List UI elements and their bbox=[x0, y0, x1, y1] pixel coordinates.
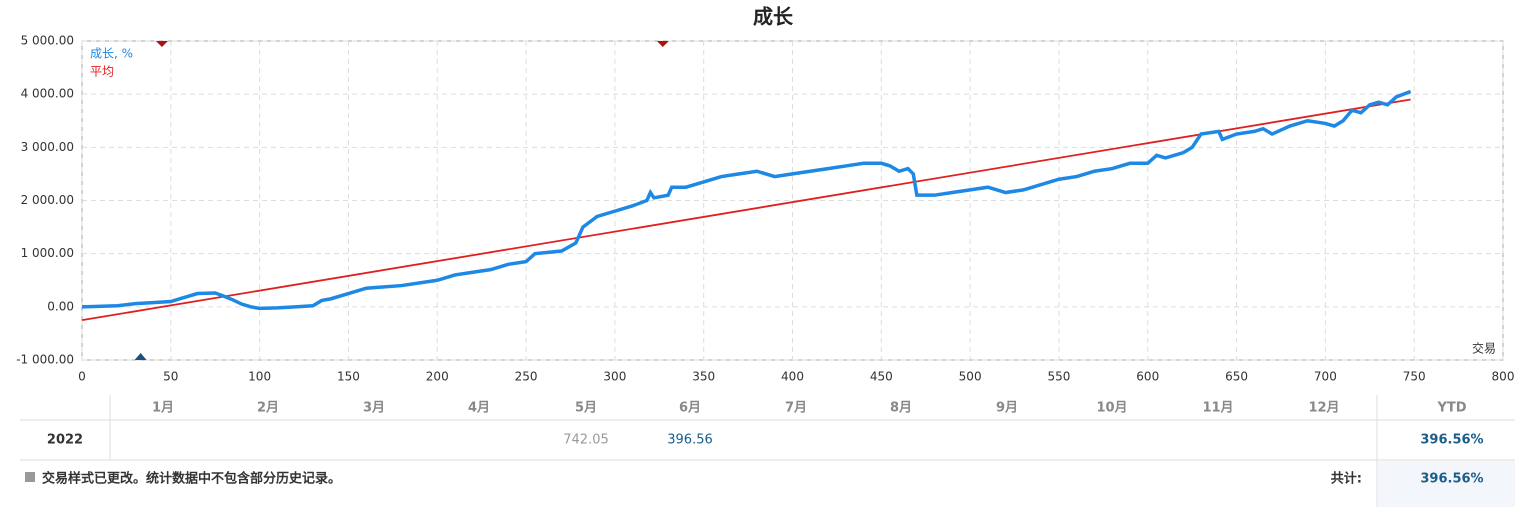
row-year: 2022 bbox=[47, 433, 83, 448]
series-line bbox=[81, 98, 1411, 322]
x-tick-label: 350 bbox=[692, 370, 715, 384]
table-header: 11月 bbox=[1202, 401, 1233, 416]
x-tick-label: 200 bbox=[426, 370, 449, 384]
ytd-cell: 396.56% bbox=[1420, 433, 1483, 448]
table-header: 10月 bbox=[1096, 401, 1127, 416]
table-header: 9月 bbox=[996, 401, 1018, 416]
y-tick-label: 0.00 bbox=[47, 299, 74, 313]
chart-title: 成长 bbox=[753, 5, 794, 29]
table-header: 8月 bbox=[890, 401, 912, 416]
x-tick-label: 250 bbox=[515, 370, 538, 384]
table-header: 1月 bbox=[152, 401, 174, 416]
table-header: 6月 bbox=[679, 401, 701, 416]
down-marker bbox=[656, 41, 669, 47]
table-cell: 396.56 bbox=[667, 433, 713, 448]
x-tick-label: 800 bbox=[1492, 370, 1515, 384]
x-axis-label: 交易 bbox=[1472, 341, 1496, 356]
x-tick-label: 750 bbox=[1403, 370, 1426, 384]
down-marker bbox=[155, 41, 168, 47]
ytd-total-bg bbox=[1378, 461, 1515, 507]
legend-entry: 成长, % bbox=[90, 47, 133, 61]
series-line bbox=[81, 89, 1412, 311]
x-tick-label: 300 bbox=[603, 370, 626, 384]
x-tick-label: 150 bbox=[337, 370, 360, 384]
y-tick-label: 5 000.00 bbox=[21, 34, 74, 48]
up-marker bbox=[134, 353, 147, 360]
table-header: 2月 bbox=[257, 401, 279, 416]
legend-entry: 平均 bbox=[90, 65, 114, 79]
table-header: YTD bbox=[1436, 401, 1466, 416]
table-header: 3月 bbox=[363, 401, 385, 416]
table-header: 4月 bbox=[468, 401, 490, 416]
y-tick-label: -1 000.00 bbox=[16, 353, 74, 367]
y-tick-label: 1 000.00 bbox=[21, 246, 74, 260]
note-icon bbox=[25, 472, 35, 482]
total-label: 共计: bbox=[1331, 471, 1362, 487]
y-tick-label: 3 000.00 bbox=[21, 140, 74, 154]
y-tick-label: 4 000.00 bbox=[21, 87, 74, 101]
table-cell: 742.05 bbox=[563, 433, 609, 448]
x-tick-label: 100 bbox=[248, 370, 271, 384]
x-tick-label: 50 bbox=[163, 370, 178, 384]
x-tick-label: 400 bbox=[781, 370, 804, 384]
table-header: 12月 bbox=[1308, 401, 1339, 416]
x-tick-label: 0 bbox=[78, 370, 86, 384]
x-tick-label: 650 bbox=[1225, 370, 1248, 384]
total-value: 396.56% bbox=[1420, 472, 1483, 487]
table-header: 5月 bbox=[575, 401, 597, 416]
table-header: 7月 bbox=[785, 401, 807, 416]
x-tick-label: 500 bbox=[959, 370, 982, 384]
footer-note: 交易样式已更改。统计数据中不包含部分历史记录。 bbox=[42, 471, 341, 487]
x-tick-label: 450 bbox=[870, 370, 893, 384]
x-tick-label: 550 bbox=[1047, 370, 1070, 384]
x-tick-label: 600 bbox=[1136, 370, 1159, 384]
x-tick-label: 700 bbox=[1314, 370, 1337, 384]
y-tick-label: 2 000.00 bbox=[21, 193, 74, 207]
